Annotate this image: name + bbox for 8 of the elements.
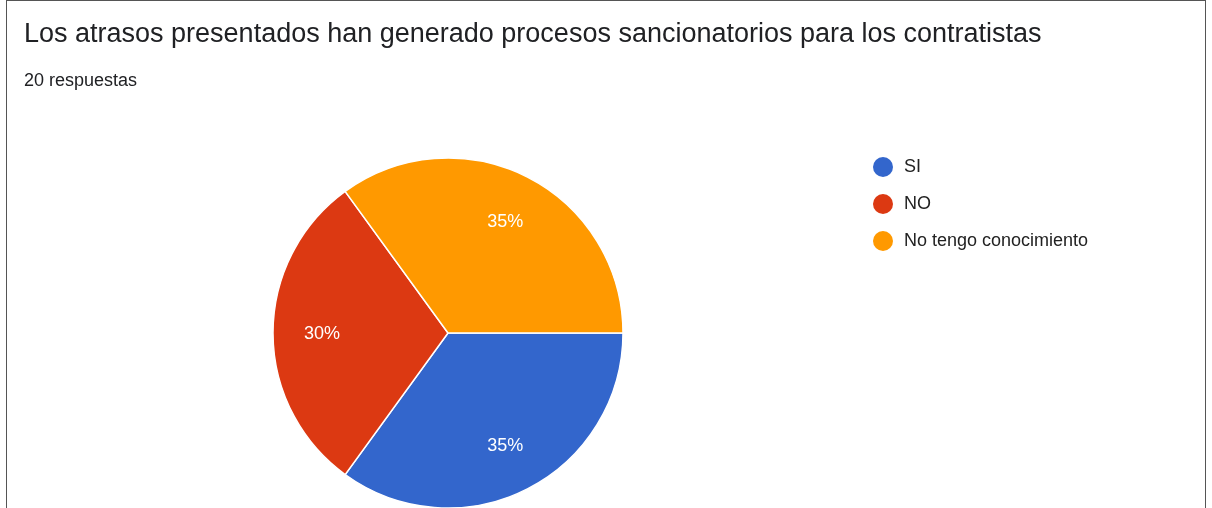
legend-label: No tengo conocimiento	[904, 230, 1089, 251]
data-label: 35%	[487, 435, 524, 456]
data-label: 30%	[303, 323, 341, 343]
chart-title: Los atrasos presentados han generado procesos sancionatorios para los contratistas	[24, 18, 1042, 49]
text: 20 respuestas	[24, 70, 138, 91]
legend-label: SI	[904, 156, 922, 177]
data-label: 35%	[487, 210, 524, 231]
legend-label: NO	[904, 193, 931, 214]
